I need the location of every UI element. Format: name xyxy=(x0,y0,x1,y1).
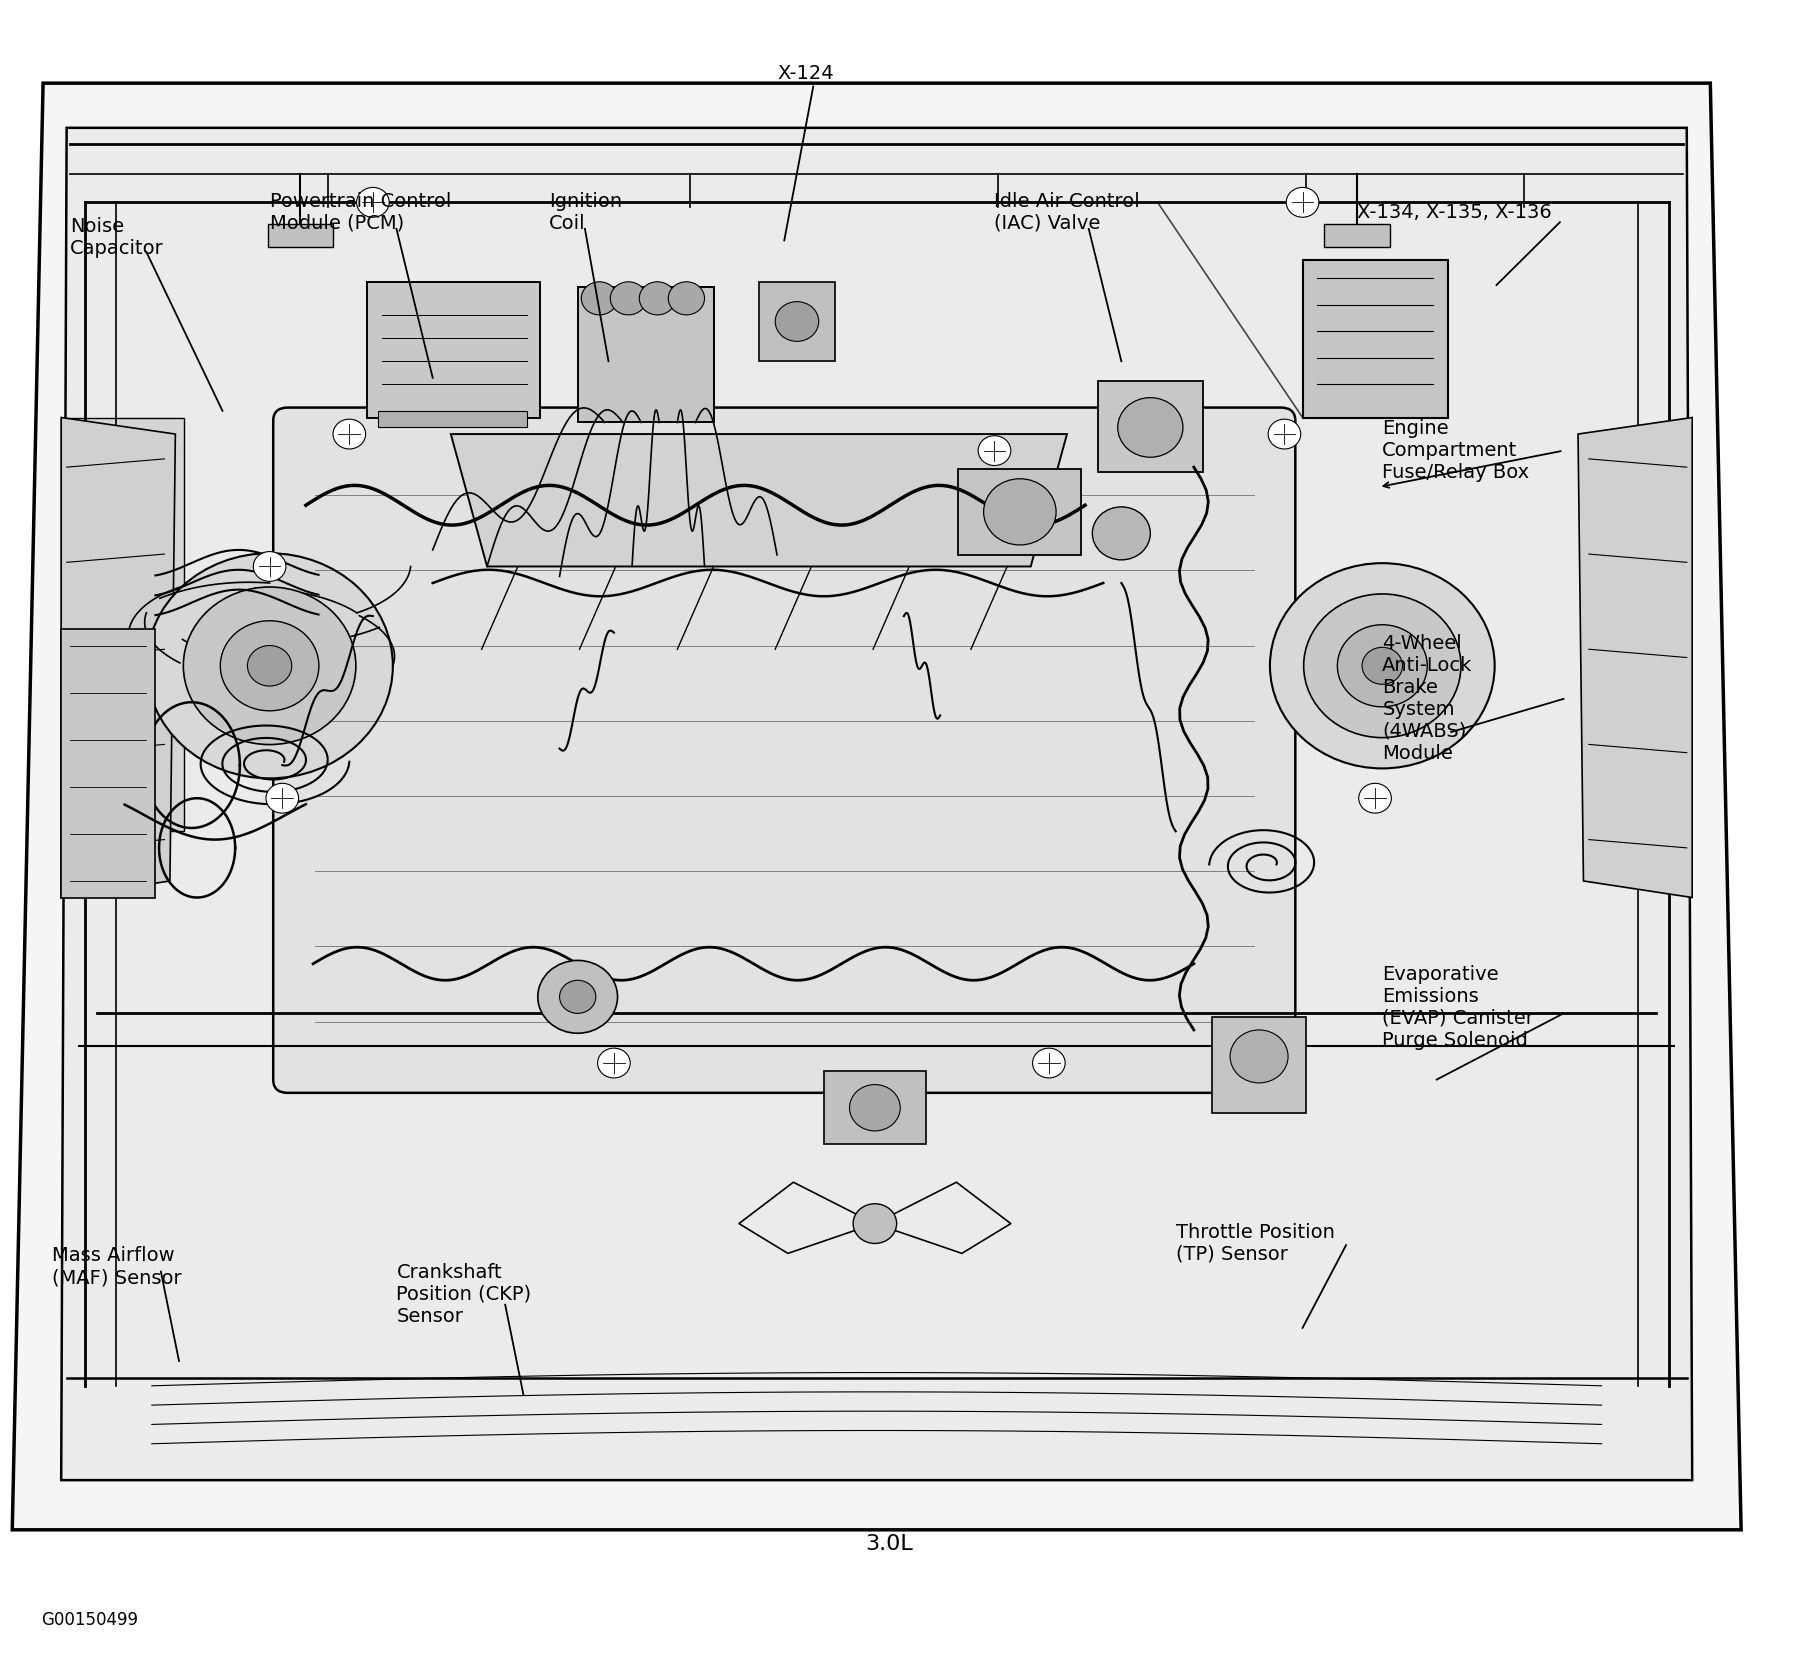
Text: G00150499: G00150499 xyxy=(42,1611,138,1629)
Circle shape xyxy=(610,283,646,316)
Circle shape xyxy=(580,283,617,316)
Text: 3.0L: 3.0L xyxy=(865,1533,912,1553)
Circle shape xyxy=(247,646,292,686)
Circle shape xyxy=(978,436,1010,466)
Circle shape xyxy=(537,961,617,1034)
Text: Mass Airflow
(MAF) Sensor: Mass Airflow (MAF) Sensor xyxy=(53,1246,181,1286)
Text: X-134, X-135, X-136: X-134, X-135, X-136 xyxy=(1357,204,1551,222)
Bar xyxy=(62,630,156,898)
Circle shape xyxy=(356,189,388,219)
Polygon shape xyxy=(62,129,1691,1480)
Circle shape xyxy=(332,419,365,449)
Bar xyxy=(62,418,185,832)
Text: Idle Air Control
(IAC) Valve: Idle Air Control (IAC) Valve xyxy=(994,192,1139,232)
Circle shape xyxy=(1359,784,1391,814)
Polygon shape xyxy=(62,418,176,898)
Polygon shape xyxy=(13,85,1740,1529)
Circle shape xyxy=(639,283,675,316)
Bar xyxy=(377,411,526,428)
Circle shape xyxy=(1117,398,1183,457)
Bar xyxy=(1097,381,1203,472)
Bar xyxy=(268,225,332,249)
Circle shape xyxy=(1270,563,1495,769)
Circle shape xyxy=(559,981,595,1014)
Circle shape xyxy=(254,552,287,582)
Circle shape xyxy=(1092,507,1150,560)
Text: Ignition
Coil: Ignition Coil xyxy=(548,192,622,232)
Bar xyxy=(366,283,539,418)
Bar xyxy=(1212,1017,1306,1114)
Text: Evaporative
Emissions
(EVAP) Canister
Purge Solenoid: Evaporative Emissions (EVAP) Canister Pu… xyxy=(1382,964,1533,1049)
Text: 4-Wheel
Anti-Lock
Brake
System
(4WABS)
Module: 4-Wheel Anti-Lock Brake System (4WABS) M… xyxy=(1382,633,1471,762)
Circle shape xyxy=(1286,189,1319,219)
Circle shape xyxy=(853,1205,896,1244)
Circle shape xyxy=(1032,1049,1065,1079)
Circle shape xyxy=(1230,1031,1288,1084)
FancyBboxPatch shape xyxy=(274,408,1295,1094)
Circle shape xyxy=(1360,648,1402,684)
Text: X-124: X-124 xyxy=(776,65,833,83)
Circle shape xyxy=(219,621,319,711)
Text: Throttle Position
(TP) Sensor: Throttle Position (TP) Sensor xyxy=(1175,1223,1333,1263)
Circle shape xyxy=(775,303,818,341)
Bar xyxy=(1324,225,1390,249)
Circle shape xyxy=(983,479,1056,545)
Bar xyxy=(824,1072,925,1145)
Bar xyxy=(577,288,713,423)
Text: Engine
Compartment
Fuse/Relay Box: Engine Compartment Fuse/Relay Box xyxy=(1382,418,1529,481)
Circle shape xyxy=(597,1049,629,1079)
Circle shape xyxy=(1268,419,1301,449)
Text: Powertrain Control
Module (PCM): Powertrain Control Module (PCM) xyxy=(270,192,450,232)
Bar xyxy=(758,283,834,361)
Circle shape xyxy=(267,784,299,814)
Text: Noise
Capacitor: Noise Capacitor xyxy=(71,217,163,257)
Polygon shape xyxy=(450,434,1067,567)
Circle shape xyxy=(1302,595,1460,737)
Circle shape xyxy=(1337,625,1426,708)
Circle shape xyxy=(183,588,356,746)
Bar xyxy=(958,469,1081,555)
Polygon shape xyxy=(1576,418,1691,898)
Bar xyxy=(1302,262,1448,418)
Circle shape xyxy=(849,1085,900,1132)
Text: Crankshaft
Position (CKP)
Sensor: Crankshaft Position (CKP) Sensor xyxy=(395,1263,532,1326)
Circle shape xyxy=(668,283,704,316)
Circle shape xyxy=(147,553,392,779)
